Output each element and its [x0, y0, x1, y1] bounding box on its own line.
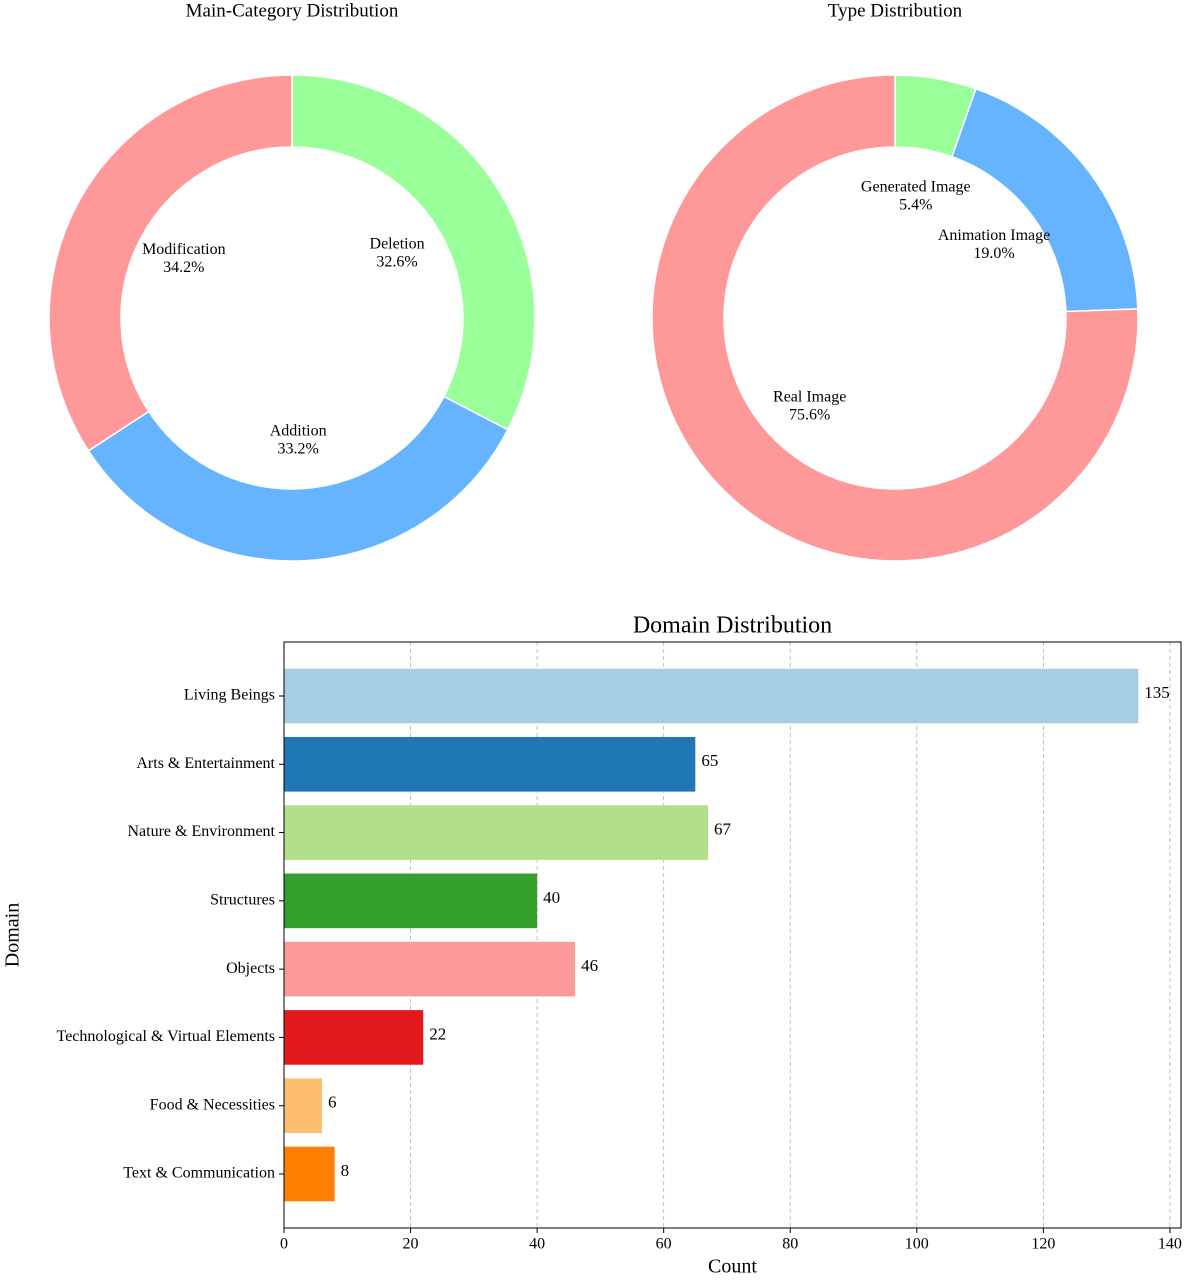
bar — [284, 1146, 335, 1202]
y-tick-label: Living Beings — [184, 687, 275, 704]
bar — [284, 1010, 424, 1065]
donut-segment — [87, 395, 509, 562]
segment-value: 32.6% — [376, 254, 417, 271]
data-label: 8 — [341, 1161, 350, 1180]
y-tick-label: Nature & Environment — [127, 823, 275, 840]
donut-segment — [651, 74, 1139, 562]
segment-label: Modification — [142, 241, 226, 258]
chart-title: Domain Distribution — [633, 613, 832, 639]
y-tick-label: Technological & Virtual Elements — [57, 1028, 275, 1045]
data-label: 65 — [701, 751, 718, 770]
segment-label: Real Image — [773, 388, 846, 405]
x-tick-label: 20 — [403, 1236, 419, 1253]
bar — [284, 873, 538, 929]
y-tick-label: Arts & Entertainment — [136, 755, 275, 772]
bar — [284, 736, 696, 792]
data-label: 46 — [581, 956, 598, 975]
x-tick-label: 0 — [280, 1236, 288, 1253]
y-tick-label: Food & Necessities — [150, 1096, 275, 1113]
data-label: 40 — [543, 888, 560, 907]
bar — [284, 805, 708, 860]
x-tick-label: 140 — [1158, 1236, 1182, 1253]
x-axis-label: Count — [708, 1256, 757, 1278]
x-tick-label: 80 — [782, 1236, 798, 1253]
chart-title: Main-Category Distribution — [186, 0, 399, 21]
x-tick-label: 100 — [905, 1236, 929, 1253]
data-label: 67 — [714, 819, 732, 838]
bar — [284, 1078, 322, 1134]
segment-value: 19.0% — [973, 245, 1014, 262]
segment-value: 33.2% — [278, 441, 319, 458]
x-tick-label: 120 — [1031, 1236, 1055, 1253]
segment-label: Addition — [270, 423, 327, 440]
y-axis-label: Domain — [2, 903, 24, 967]
data-label: 6 — [328, 1093, 337, 1112]
data-label: 22 — [429, 1024, 446, 1043]
y-tick-label: Structures — [210, 892, 275, 909]
axes-frame — [283, 641, 1182, 1229]
x-tick-label: 40 — [529, 1236, 545, 1253]
x-tick-label: 60 — [656, 1236, 672, 1253]
data-label: 135 — [1144, 683, 1170, 702]
donut-segment — [48, 74, 293, 452]
segment-label: Animation Image — [938, 227, 1050, 244]
segment-value: 34.2% — [163, 259, 204, 276]
bar — [284, 941, 576, 997]
segment-label: Generated Image — [861, 178, 971, 195]
bar — [284, 668, 1139, 724]
y-tick-label: Text & Communication — [123, 1165, 275, 1182]
chart-title: Type Distribution — [828, 0, 963, 21]
donut-segment — [950, 87, 1139, 313]
donut-segment — [291, 74, 536, 431]
segment-label: Deletion — [370, 236, 425, 253]
y-tick-label: Objects — [226, 960, 275, 977]
segment-value: 75.6% — [789, 406, 830, 423]
segment-value: 5.4% — [899, 196, 932, 213]
